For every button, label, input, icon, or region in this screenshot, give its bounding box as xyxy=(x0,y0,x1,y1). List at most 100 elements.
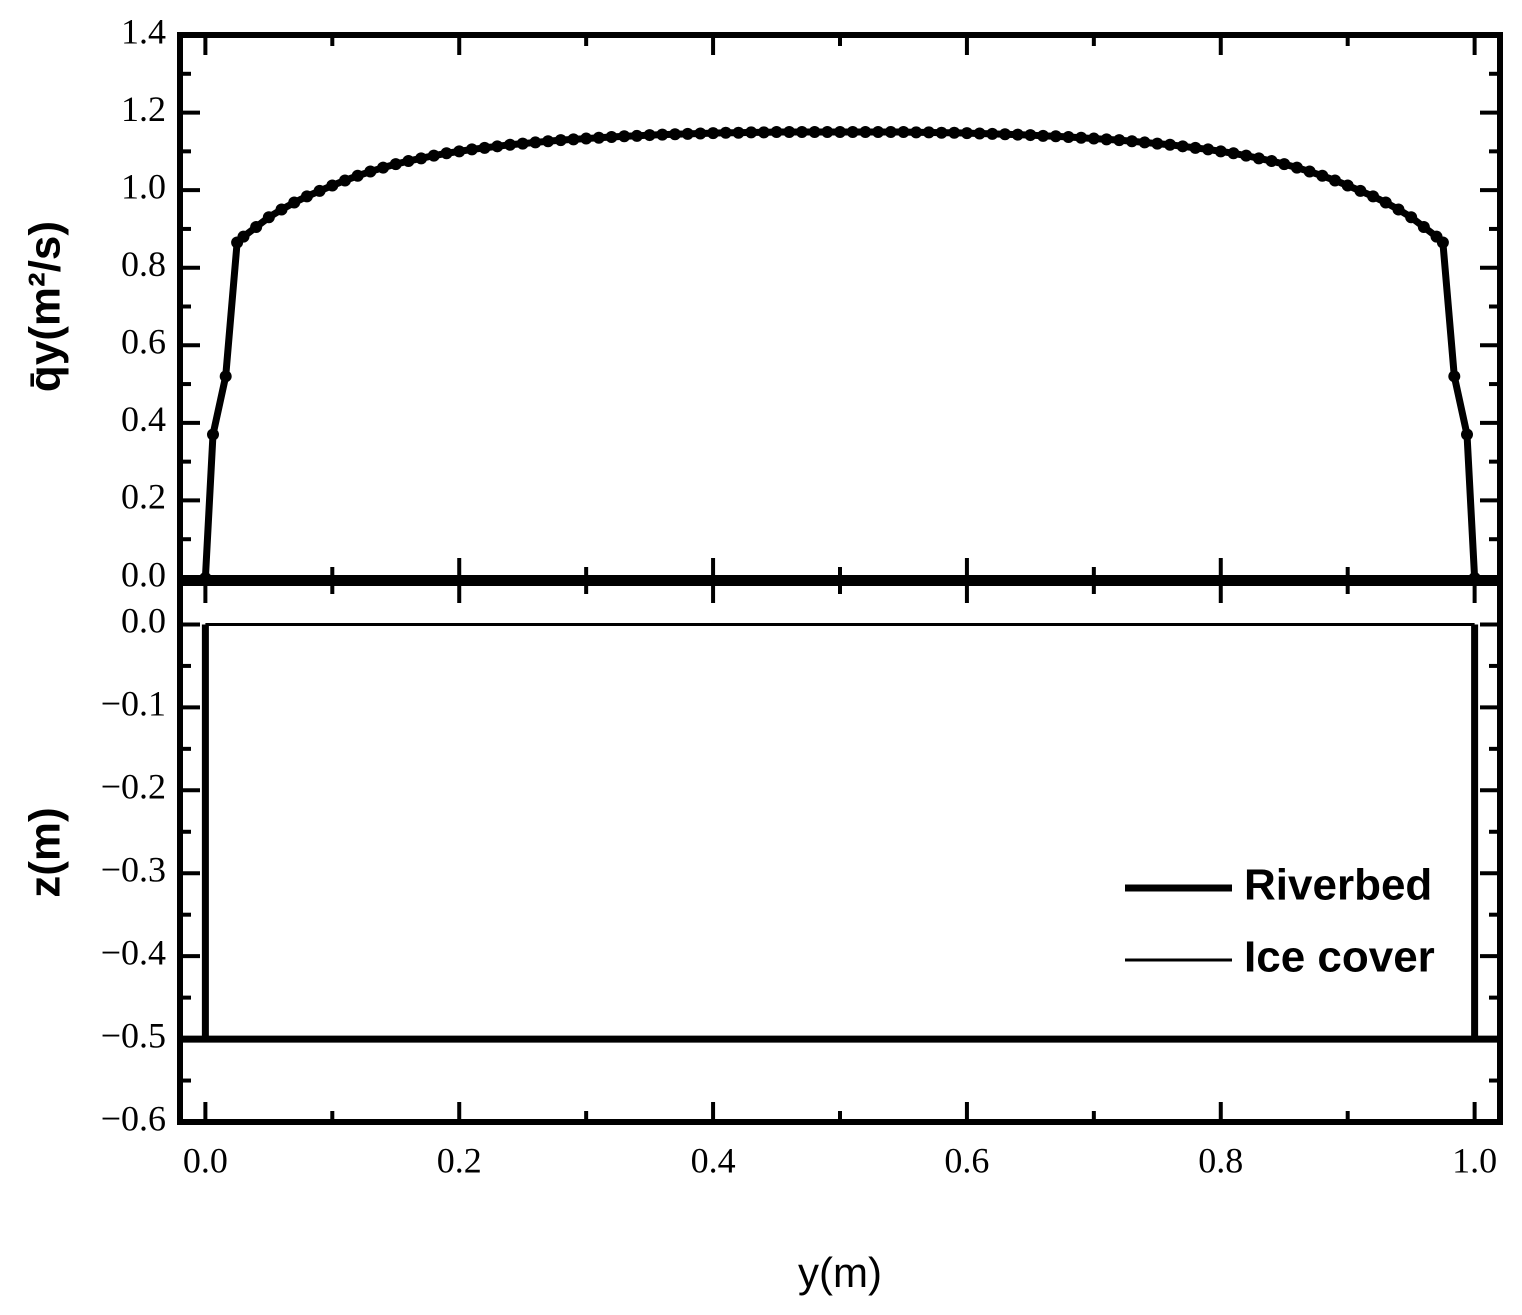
data-point xyxy=(834,125,846,138)
data-point xyxy=(339,174,351,187)
data-point xyxy=(1164,138,1176,151)
data-point xyxy=(694,127,707,140)
data-point xyxy=(377,161,390,174)
data-point xyxy=(529,136,542,149)
data-point xyxy=(1316,169,1329,182)
data-point xyxy=(1278,158,1291,171)
data-point xyxy=(554,134,567,147)
x-tick-label: 0.2 xyxy=(437,1140,482,1180)
data-point xyxy=(491,140,504,153)
data-point xyxy=(1113,134,1126,147)
series-line xyxy=(180,624,1500,1043)
data-point xyxy=(1329,174,1341,187)
data-point xyxy=(440,147,453,160)
y-tick-label: 0.6 xyxy=(121,322,166,362)
y-tick-label: −0.1 xyxy=(101,684,166,724)
data-point xyxy=(1024,129,1037,142)
data-point xyxy=(1176,140,1189,153)
data-point xyxy=(884,125,897,138)
data-point xyxy=(1125,135,1138,148)
data-point xyxy=(1265,155,1278,168)
data-point xyxy=(783,125,796,138)
data-point xyxy=(1461,428,1473,441)
data-point xyxy=(415,152,428,165)
data-point xyxy=(1087,132,1100,145)
y-tick-label: 0.0 xyxy=(121,554,166,594)
data-point xyxy=(1303,165,1316,178)
data-point xyxy=(567,133,580,146)
data-point xyxy=(846,125,859,138)
data-point xyxy=(1062,131,1075,144)
data-point xyxy=(605,131,618,144)
data-point xyxy=(288,196,301,209)
data-point xyxy=(922,126,935,139)
data-point xyxy=(580,132,593,145)
y-tick-label: 1.0 xyxy=(121,166,166,206)
x-tick-label: 0.6 xyxy=(944,1140,989,1180)
data-point xyxy=(1367,190,1380,203)
data-point xyxy=(1138,136,1151,149)
y-tick-label: 0.0 xyxy=(121,601,166,641)
y-tick-label: 0.2 xyxy=(121,477,166,517)
legend-label: Riverbed xyxy=(1244,861,1432,910)
data-point xyxy=(1392,203,1405,216)
data-point xyxy=(1240,149,1253,162)
data-point xyxy=(1252,152,1265,165)
data-point xyxy=(250,220,263,233)
y-tick-label: −0.4 xyxy=(101,932,166,972)
x-tick-label: 0.8 xyxy=(1198,1140,1243,1180)
data-point xyxy=(427,149,440,162)
y-tick-label: −0.3 xyxy=(101,849,166,889)
data-point xyxy=(504,138,516,151)
y-axis-label: q̄y(m²/s) xyxy=(21,221,70,392)
data-point xyxy=(592,131,605,144)
data-point xyxy=(999,128,1011,141)
data-point xyxy=(1100,133,1113,146)
y-axis-label: z(m) xyxy=(21,807,70,897)
x-tick-label: 0.4 xyxy=(691,1140,736,1180)
data-point xyxy=(681,127,694,140)
axes-frame xyxy=(177,580,1503,1125)
y-tick-label: −0.5 xyxy=(101,1015,166,1055)
data-point xyxy=(808,125,821,138)
data-point xyxy=(948,126,961,139)
data-point xyxy=(207,428,219,441)
data-point xyxy=(1011,128,1024,141)
data-point xyxy=(745,126,758,139)
data-point xyxy=(465,143,478,156)
data-point xyxy=(1151,137,1164,150)
data-point xyxy=(630,129,643,142)
data-point xyxy=(821,125,834,138)
data-point xyxy=(910,126,923,139)
data-point xyxy=(1341,179,1354,192)
data-point xyxy=(300,190,313,203)
y-tick-label: −0.2 xyxy=(101,767,166,807)
data-point xyxy=(275,203,288,216)
y-tick-label: −0.6 xyxy=(101,1098,166,1138)
data-point xyxy=(1037,129,1050,142)
data-point xyxy=(1189,141,1202,154)
data-point xyxy=(643,129,656,142)
data-point xyxy=(1405,211,1418,224)
data-point xyxy=(935,126,948,139)
data-point xyxy=(719,126,732,139)
x-tick-label: 1.0 xyxy=(1452,1140,1497,1180)
y-tick-label: 1.2 xyxy=(121,89,166,129)
y-tick-label: 1.4 xyxy=(121,11,166,51)
data-point xyxy=(262,211,275,224)
data-point xyxy=(364,165,377,178)
data-point xyxy=(478,141,491,154)
data-point xyxy=(1448,370,1461,383)
data-point xyxy=(795,125,808,138)
data-point xyxy=(389,158,402,171)
data-point xyxy=(1290,161,1303,174)
data-point xyxy=(669,128,681,141)
data-point xyxy=(618,130,631,143)
data-point xyxy=(1075,131,1088,144)
data-point xyxy=(897,125,910,138)
data-point xyxy=(1227,147,1240,160)
y-tick-label: 0.8 xyxy=(121,244,166,284)
data-point xyxy=(1214,145,1227,158)
legend-label: Ice cover xyxy=(1244,933,1435,982)
